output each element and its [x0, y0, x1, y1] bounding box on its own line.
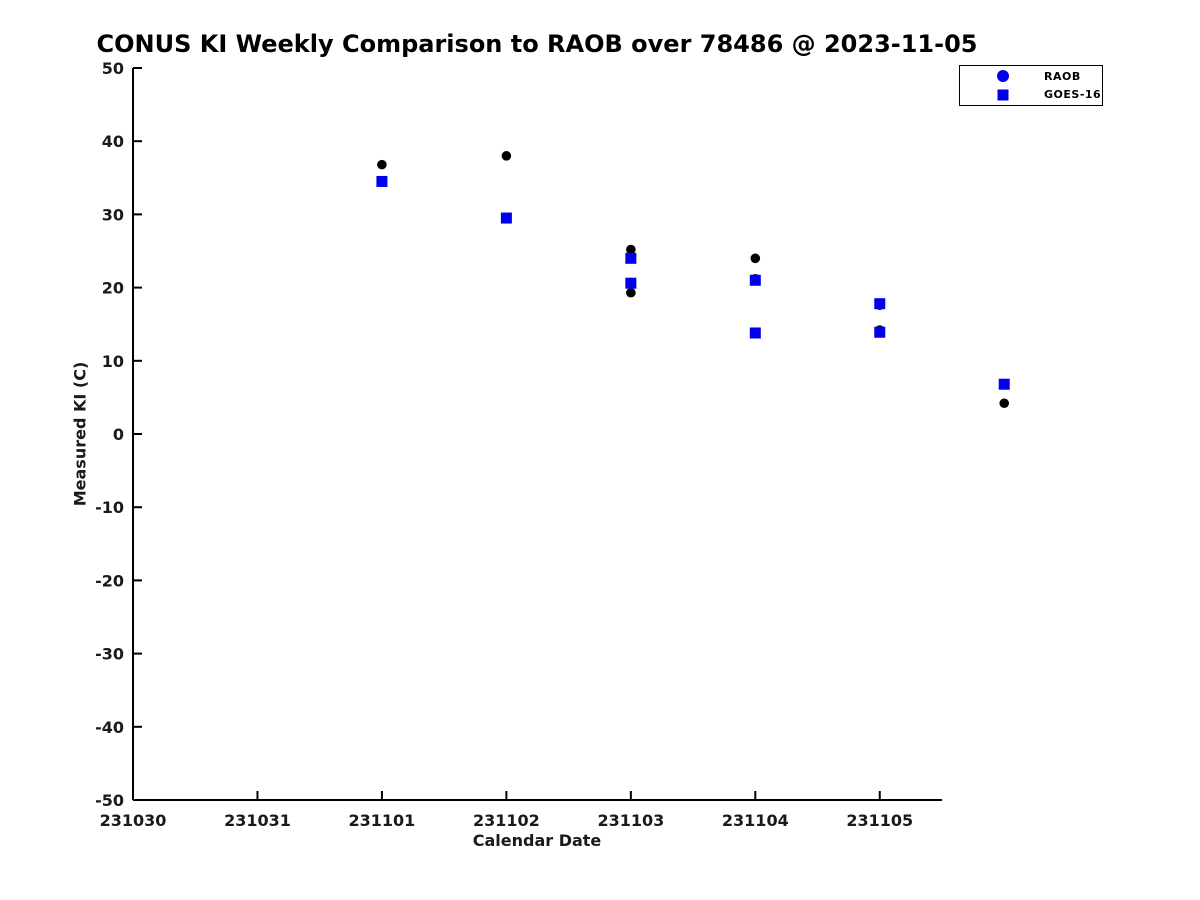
x-tick-label: 231102: [473, 811, 540, 830]
y-tick-label: -40: [95, 718, 124, 737]
y-tick-label: 50: [102, 59, 124, 78]
y-tick-label: -50: [95, 791, 124, 810]
y-tick-label: -20: [95, 571, 124, 590]
raob-point: [626, 287, 636, 298]
raob-point: [501, 151, 512, 161]
y-axis-label: Measured KI (C): [70, 361, 90, 507]
legend-label: GOES-16: [1044, 88, 1102, 102]
x-tick-label: 231105: [846, 811, 913, 830]
legend-entry: GOES-16: [960, 86, 1102, 103]
raob-point: [750, 253, 761, 264]
y-tick-label: 0: [113, 425, 124, 444]
legend-entry: RAOB: [960, 68, 1102, 85]
raob-point: [377, 159, 387, 170]
goes-16-point: [874, 326, 886, 338]
raob-point: [999, 398, 1010, 409]
goes-16-point: [376, 175, 388, 187]
y-tick-label: -10: [95, 498, 124, 517]
x-tick-label: 231104: [722, 811, 789, 830]
goes-16-point: [625, 252, 637, 264]
goes-16-point: [749, 274, 761, 286]
y-tick-label: -30: [95, 645, 124, 664]
goes-16-point: [625, 277, 637, 289]
x-tick-label: 231103: [597, 811, 664, 830]
legend-square-icon: [996, 88, 1010, 102]
goes-16-point: [749, 327, 761, 339]
raob-point: [626, 244, 636, 255]
y-tick-label: 10: [102, 352, 124, 371]
y-tick-label: 40: [102, 132, 124, 151]
chart-title: CONUS KI Weekly Comparison to RAOB over …: [96, 30, 978, 58]
legend-circle-icon: [996, 69, 1010, 83]
y-tick-label: 20: [102, 279, 124, 298]
goes-16-point: [998, 378, 1010, 390]
y-tick-label: 30: [102, 205, 124, 224]
legend: RAOB GOES-16: [959, 65, 1103, 106]
x-tick-label: 231031: [224, 811, 291, 830]
goes-16-point: [500, 212, 512, 224]
x-tick-label: 231101: [349, 811, 416, 830]
x-axis-label: Calendar Date: [472, 831, 602, 850]
goes-16-point: [874, 298, 886, 310]
legend-label: RAOB: [1044, 69, 1081, 83]
x-tick-label: 231030: [100, 811, 167, 830]
